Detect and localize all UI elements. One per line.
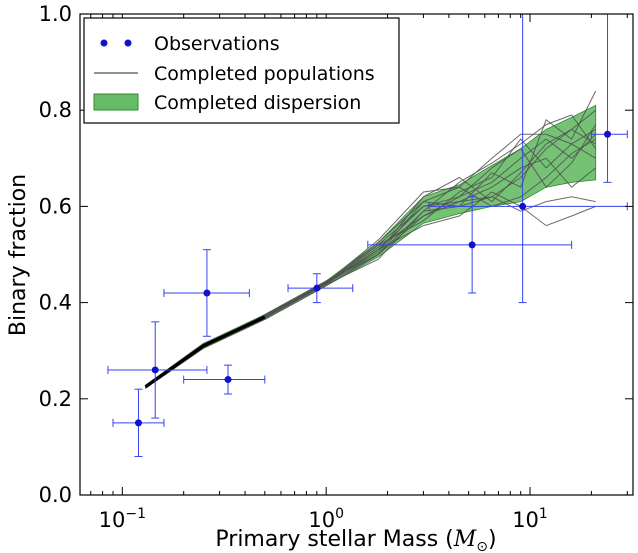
y-tick-label: 1.0 [39,2,72,26]
y-tick-label: 0.0 [39,483,72,507]
observation-point [224,376,232,384]
x-axis-label: Primary stellar Mass (M⊙) [215,527,496,553]
observation-point [313,284,321,292]
legend-label-populations: Completed populations [154,63,375,85]
ticks-layer [80,13,633,496]
mean-line [144,315,266,389]
y-tick-label: 0.4 [39,291,72,315]
observation-point [203,289,211,297]
x-tick-label: 10−1 [99,506,146,532]
x-axis-unit-sub: ⊙ [476,539,488,553]
tick-labels-layer: 0.0 0.2 0.4 0.6 0.8 1.0 10−1 100 101 [39,2,548,532]
x-axis-label-text: Primary stellar Mass [215,527,438,552]
observation-point [151,366,159,374]
x-axis-unit: M [453,527,477,552]
legend-marker-observations [124,39,132,47]
plot-frame [79,13,634,496]
legend-marker-observations [100,39,108,47]
mean-layer [144,315,266,389]
legend-label-observations: Observations [154,33,280,55]
x-tick-label: 101 [512,506,548,532]
y-tick-label: 0.8 [39,98,72,122]
observation-point [519,202,527,210]
observation-point [468,241,476,249]
legend-entry-populations: Completed populations [94,63,375,85]
y-tick-label: 0.2 [39,387,72,411]
legend-entry-dispersion: Completed dispersion [93,92,361,114]
observation-point [604,130,612,138]
observation-point [134,419,142,427]
points-layer [134,130,612,427]
legend-patch-dispersion [93,93,139,111]
x-tick-label: 100 [308,506,344,532]
legend-label-dispersion: Completed dispersion [154,92,361,114]
y-axis-label: Binary fraction [6,174,31,336]
y-tick-label: 0.6 [39,194,72,218]
legend-entry-observations: Observations [100,33,280,55]
legend: Observations Completed populations Compl… [83,17,400,124]
